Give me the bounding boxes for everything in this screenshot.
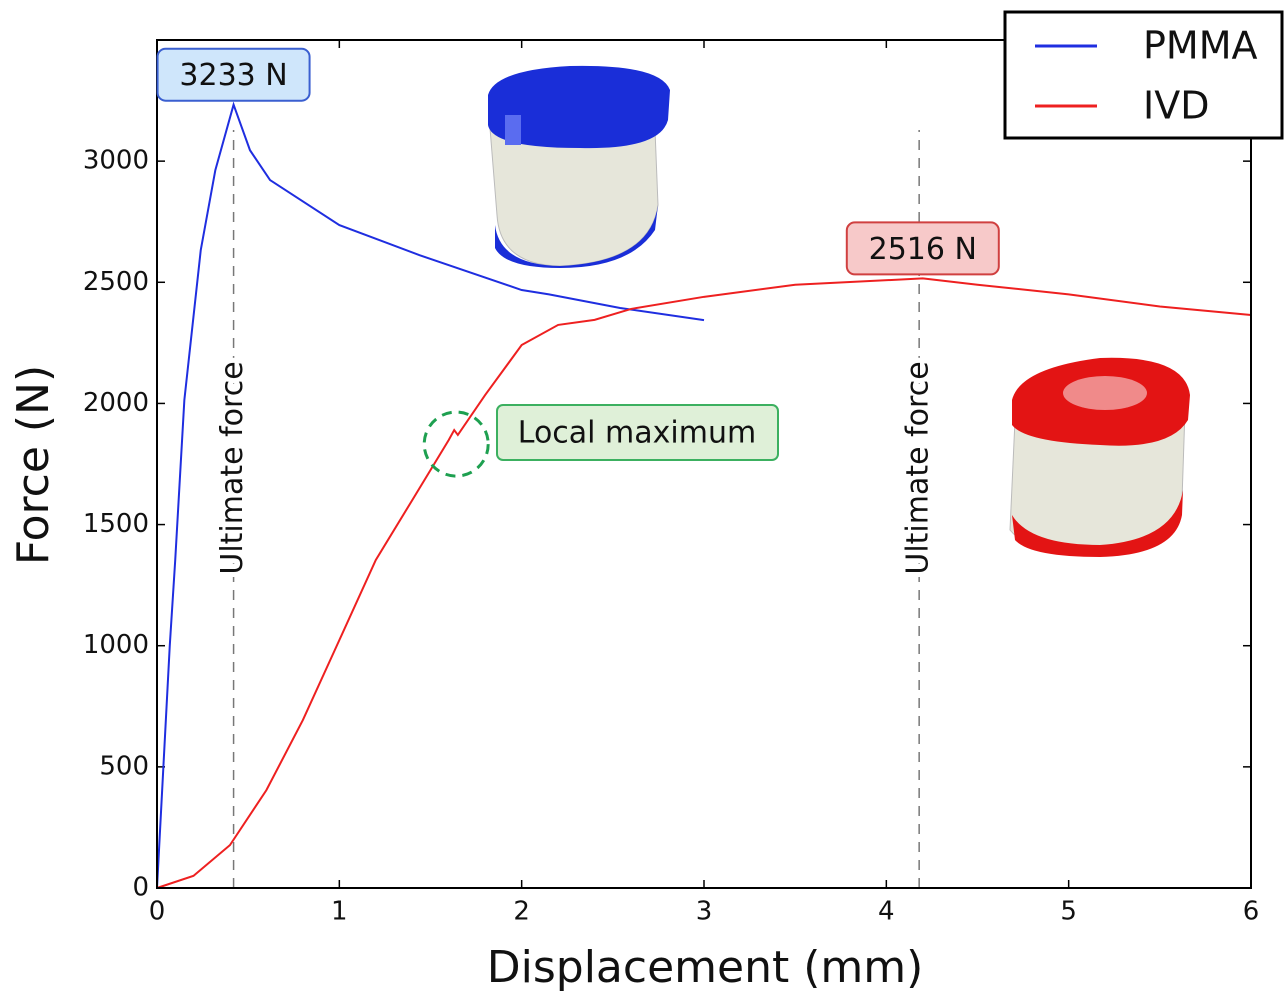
x-tick-label: 1 xyxy=(331,897,348,927)
callout-label: Local maximum xyxy=(518,416,756,451)
y-tick-label: 500 xyxy=(99,751,149,781)
y-tick-label: 2500 xyxy=(83,267,149,297)
y-axis-label: Force (N) xyxy=(8,365,59,565)
x-tick-label: 2 xyxy=(513,897,530,927)
y-tick-label: 1500 xyxy=(83,509,149,539)
legend-label: IVD xyxy=(1143,84,1209,128)
ivd-specimen xyxy=(1010,358,1190,557)
chart: 0 1 2 3 4 5 6 0 500 1000 1500 2000 2500 3000 Ultimate … xyxy=(0,0,1287,1004)
y-tick-label: 2000 xyxy=(83,388,149,418)
x-tick-label: 5 xyxy=(1060,897,1077,927)
y-tick-label: 1000 xyxy=(83,630,149,660)
x-tick-label: 6 xyxy=(1243,897,1260,927)
x-tick-label: 4 xyxy=(878,897,895,927)
x-axis-label: Displacement (mm) xyxy=(487,942,924,993)
ultimate-label: Ultimate force xyxy=(901,361,936,574)
x-tick-label: 3 xyxy=(696,897,713,927)
pmma-specimen xyxy=(488,66,670,268)
peak-label: 3233 N xyxy=(179,58,287,93)
peak-label: 2516 N xyxy=(869,232,977,267)
legend-label: PMMA xyxy=(1143,24,1257,68)
y-tick-label: 3000 xyxy=(83,146,149,176)
x-tick-label: 0 xyxy=(149,897,166,927)
ultimate-label: Ultimate force xyxy=(215,361,250,574)
y-tick-label: 0 xyxy=(132,873,149,903)
